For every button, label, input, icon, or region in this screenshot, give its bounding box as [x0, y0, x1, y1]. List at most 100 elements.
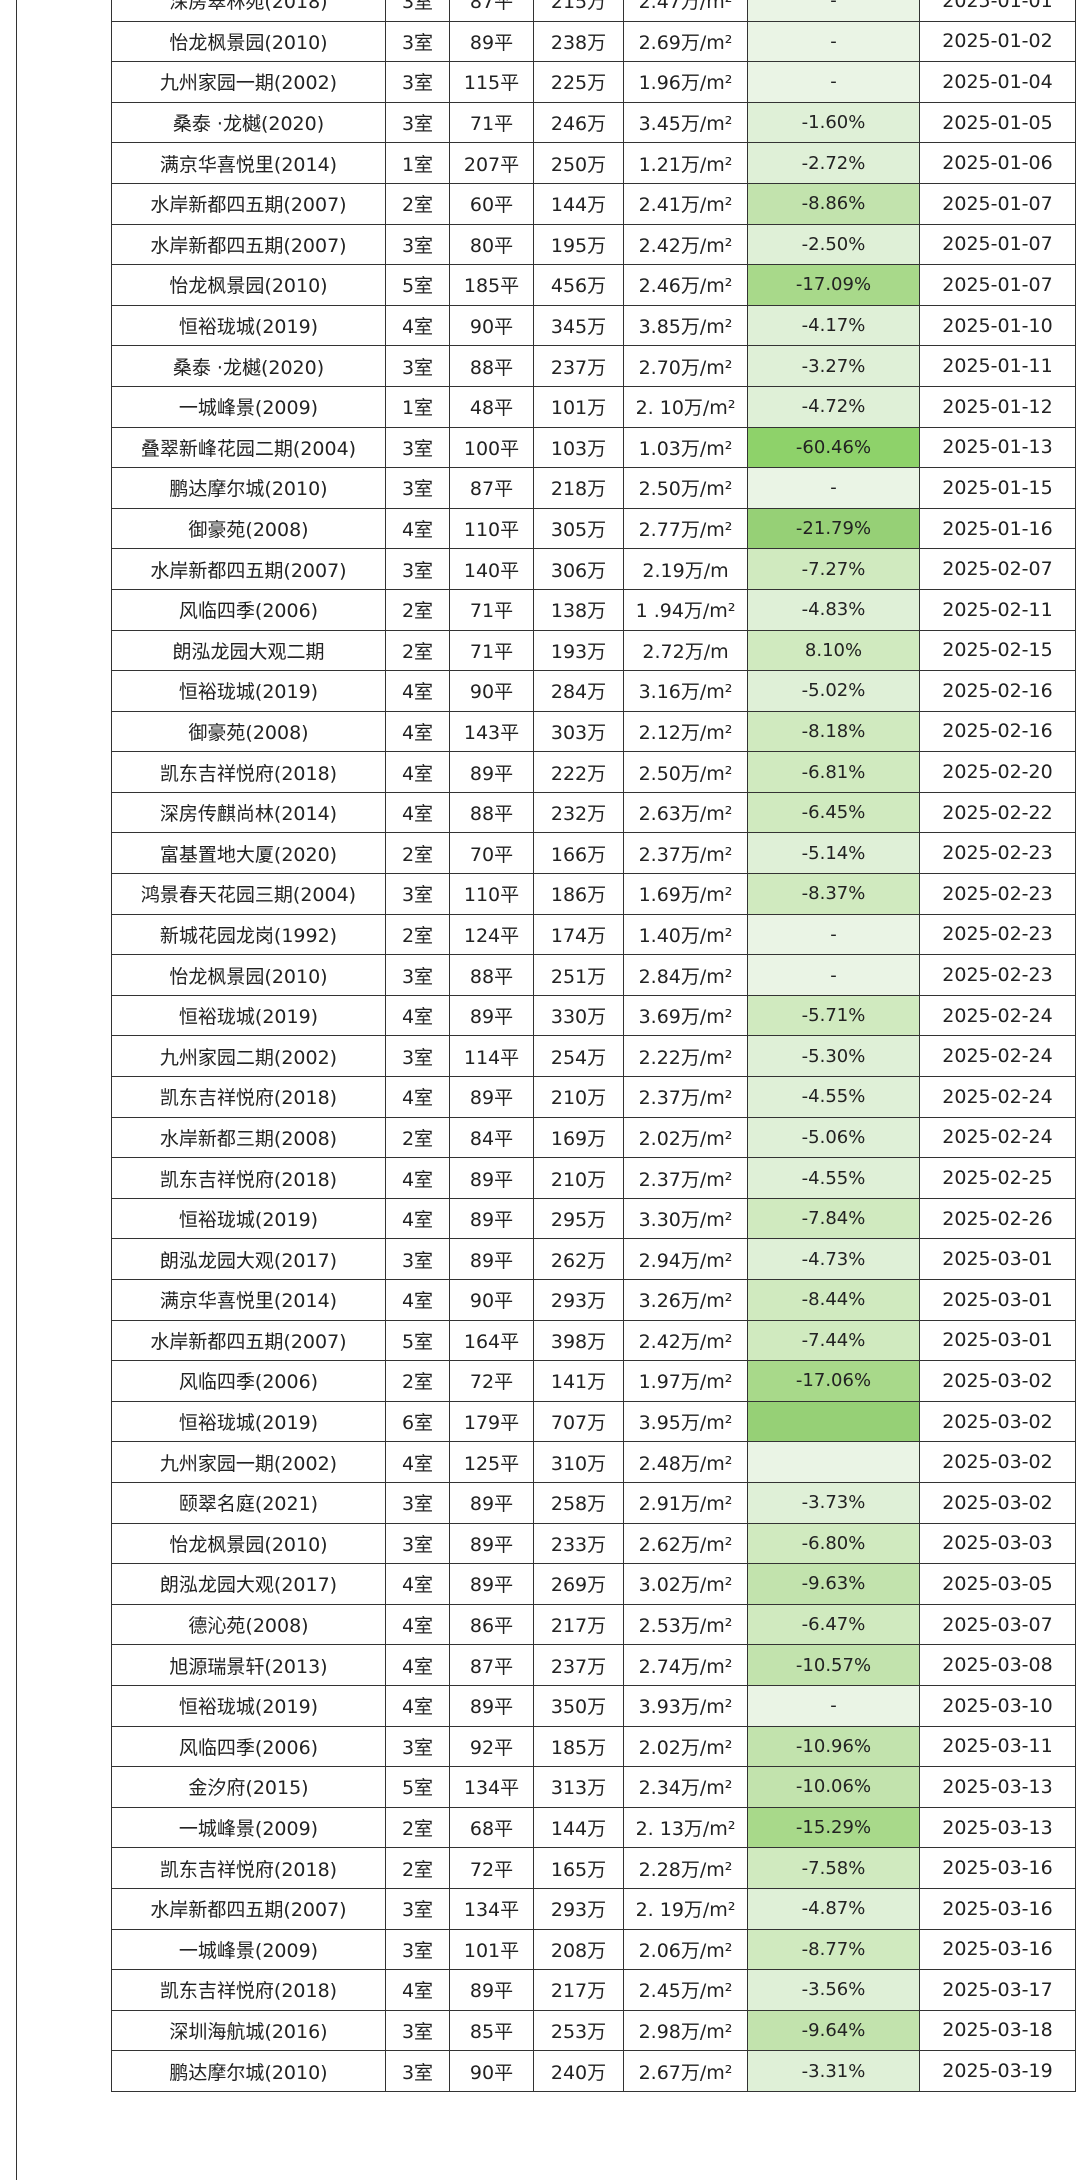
- total-price-cell: 303万: [533, 710, 624, 753]
- rooms-cell: 3室: [385, 1481, 450, 1524]
- table-row: 凯东吉祥悦府(2018) 4室 89平 210万 2.37万/m² -4.55% 2025-…: [111, 1157, 1076, 1199]
- unit-price-cell: 3.26万/m²: [623, 1279, 748, 1321]
- area-cell: 90平: [449, 1279, 534, 1321]
- total-price-cell: 225万: [533, 61, 624, 103]
- date-cell: 2025-03-02: [919, 1441, 1076, 1483]
- price-change-cell: -4.83%: [747, 588, 920, 631]
- table-row: 水岸新都三期(2008) 2室 84平 169万 2.02万/m² -5.06% 2025-…: [111, 1116, 1076, 1159]
- price-change-cell: -10.96%: [747, 1725, 920, 1768]
- area-cell: 89平: [449, 1197, 534, 1240]
- area-cell: 114平: [449, 1035, 534, 1078]
- rooms-cell: 3室: [385, 467, 450, 509]
- total-price-cell: 208万: [533, 1928, 624, 1971]
- table-row: 凯东吉祥悦府(2018) 4室 89平 217万 2.45万/m² -3.56% 2025-…: [111, 1969, 1076, 2011]
- table-row: 水岸新都四五期(2007) 3室 134平 293万 2. 19万/m² -4.87% 20…: [111, 1887, 1076, 1930]
- price-change-cell: -4.55%: [747, 1076, 920, 1118]
- table-row: 怡龙枫景园(2010) 5室 185平 456万 2.46万/m² -17.09% 2025…: [111, 264, 1076, 306]
- total-price-cell: 262万: [533, 1238, 624, 1280]
- area-cell: 71平: [449, 629, 534, 672]
- sheet-left-border: [16, 0, 17, 2180]
- area-cell: 185平: [449, 264, 534, 306]
- total-price-cell: 345万: [533, 304, 624, 347]
- community-name-cell: 旭源瑞景轩(2013): [111, 1644, 386, 1686]
- community-name-cell: 凯东吉祥悦府(2018): [111, 751, 386, 793]
- rooms-cell: 4室: [385, 1441, 450, 1483]
- rooms-cell: 6室: [385, 1400, 450, 1443]
- unit-price-cell: 3.93万/m²: [623, 1684, 748, 1727]
- area-cell: 48平: [449, 385, 534, 428]
- area-cell: 110平: [449, 507, 534, 550]
- unit-price-cell: 2.02万/m²: [623, 1725, 748, 1768]
- total-price-cell: 217万: [533, 1969, 624, 2011]
- total-price-cell: 269万: [533, 1563, 624, 1605]
- date-cell: 2025-02-16: [919, 710, 1076, 753]
- price-change-cell: -8.44%: [747, 1279, 920, 1321]
- rooms-cell: 3室: [385, 101, 450, 144]
- unit-price-cell: 2.47万/m²: [623, 0, 748, 22]
- price-change-cell: -2.50%: [747, 223, 920, 266]
- total-price-cell: 174万: [533, 913, 624, 956]
- price-change-cell: -: [747, 467, 920, 509]
- unit-price-cell: 2.84万/m²: [623, 954, 748, 996]
- table-row: 九州家园二期(2002) 3室 114平 254万 2.22万/m² -5.30% 2025…: [111, 1035, 1076, 1078]
- area-cell: 89平: [449, 1522, 534, 1565]
- date-cell: 2025-03-19: [919, 2050, 1076, 2092]
- price-change-cell: -10.06%: [747, 1766, 920, 1808]
- area-cell: 87平: [449, 467, 534, 509]
- rooms-cell: 4室: [385, 1197, 450, 1240]
- price-change-cell: -17.06%: [747, 1360, 920, 1402]
- area-cell: 71平: [449, 101, 534, 144]
- total-price-cell: 210万: [533, 1076, 624, 1118]
- total-price-cell: 313万: [533, 1766, 624, 1808]
- rooms-cell: 2室: [385, 1806, 450, 1849]
- price-change-cell: -: [747, 20, 920, 63]
- price-change-cell: -: [747, 0, 920, 22]
- date-cell: 2025-02-24: [919, 1076, 1076, 1118]
- community-name-cell: 朗泓龙园大观(2017): [111, 1563, 386, 1605]
- community-name-cell: 凯东吉祥悦府(2018): [111, 1076, 386, 1118]
- price-change-cell: -4.17%: [747, 304, 920, 347]
- area-cell: 89平: [449, 1969, 534, 2011]
- unit-price-cell: 2.45万/m²: [623, 1969, 748, 2011]
- area-cell: 89平: [449, 20, 534, 63]
- unit-price-cell: 2. 13万/m²: [623, 1806, 748, 1849]
- table-row: 九州家园一期(2002) 3室 115平 225万 1.96万/m² -2025-01-0…: [111, 61, 1076, 103]
- table-row: 颐翠名庭(2021) 3室 89平 258万 2.91万/m² -3.73% 2025-03…: [111, 1481, 1076, 1524]
- date-cell: 2025-03-05: [919, 1563, 1076, 1605]
- area-cell: 143平: [449, 710, 534, 753]
- unit-price-cell: 3.16万/m²: [623, 670, 748, 712]
- total-price-cell: 456万: [533, 264, 624, 306]
- unit-price-cell: 2. 10万/m²: [623, 385, 748, 428]
- rooms-cell: 3室: [385, 1928, 450, 1971]
- community-name-cell: 朗泓龙园大观二期: [111, 629, 386, 672]
- area-cell: 87平: [449, 1644, 534, 1686]
- rooms-cell: 4室: [385, 1603, 450, 1646]
- price-change-cell: -8.86%: [747, 182, 920, 225]
- price-change-cell: -5.02%: [747, 670, 920, 712]
- total-price-cell: 305万: [533, 507, 624, 550]
- community-name-cell: 恒裕珑城(2019): [111, 1197, 386, 1240]
- area-cell: 115平: [449, 61, 534, 103]
- date-cell: 2025-03-01: [919, 1279, 1076, 1321]
- price-change-cell: -8.77%: [747, 1928, 920, 1971]
- table-row: 德沁苑(2008) 4室 86平 217万 2.53万/m² -6.47% 2025-03-…: [111, 1603, 1076, 1646]
- area-cell: 89平: [449, 1076, 534, 1118]
- date-cell: 2025-03-13: [919, 1806, 1076, 1849]
- date-cell: 2025-03-11: [919, 1725, 1076, 1768]
- total-price-cell: 330万: [533, 994, 624, 1037]
- table-row: 恒裕珑城(2019) 4室 89平 330万 3.69万/m² -5.71% 2025-02…: [111, 994, 1076, 1037]
- unit-price-cell: 2.69万/m²: [623, 20, 748, 63]
- area-cell: 90平: [449, 670, 534, 712]
- community-name-cell: 水岸新都四五期(2007): [111, 223, 386, 266]
- community-name-cell: 深圳海航城(2016): [111, 2009, 386, 2052]
- community-name-cell: 一城峰景(2009): [111, 1928, 386, 1971]
- rooms-cell: 2室: [385, 629, 450, 672]
- community-name-cell: 富基置地大厦(2020): [111, 832, 386, 875]
- unit-price-cell: 2.72万/m: [623, 629, 748, 672]
- area-cell: 89平: [449, 1157, 534, 1199]
- community-name-cell: 满京华喜悦里(2014): [111, 1279, 386, 1321]
- date-cell: 2025-02-25: [919, 1157, 1076, 1199]
- table-row: 御豪苑(2008) 4室 110平 305万 2.77万/m² -21.79% 2025-0…: [111, 507, 1076, 550]
- date-cell: 2025-02-23: [919, 913, 1076, 956]
- table-row: 水岸新都四五期(2007) 2室 60平 144万 2.41万/m² -8.86% 2025…: [111, 182, 1076, 225]
